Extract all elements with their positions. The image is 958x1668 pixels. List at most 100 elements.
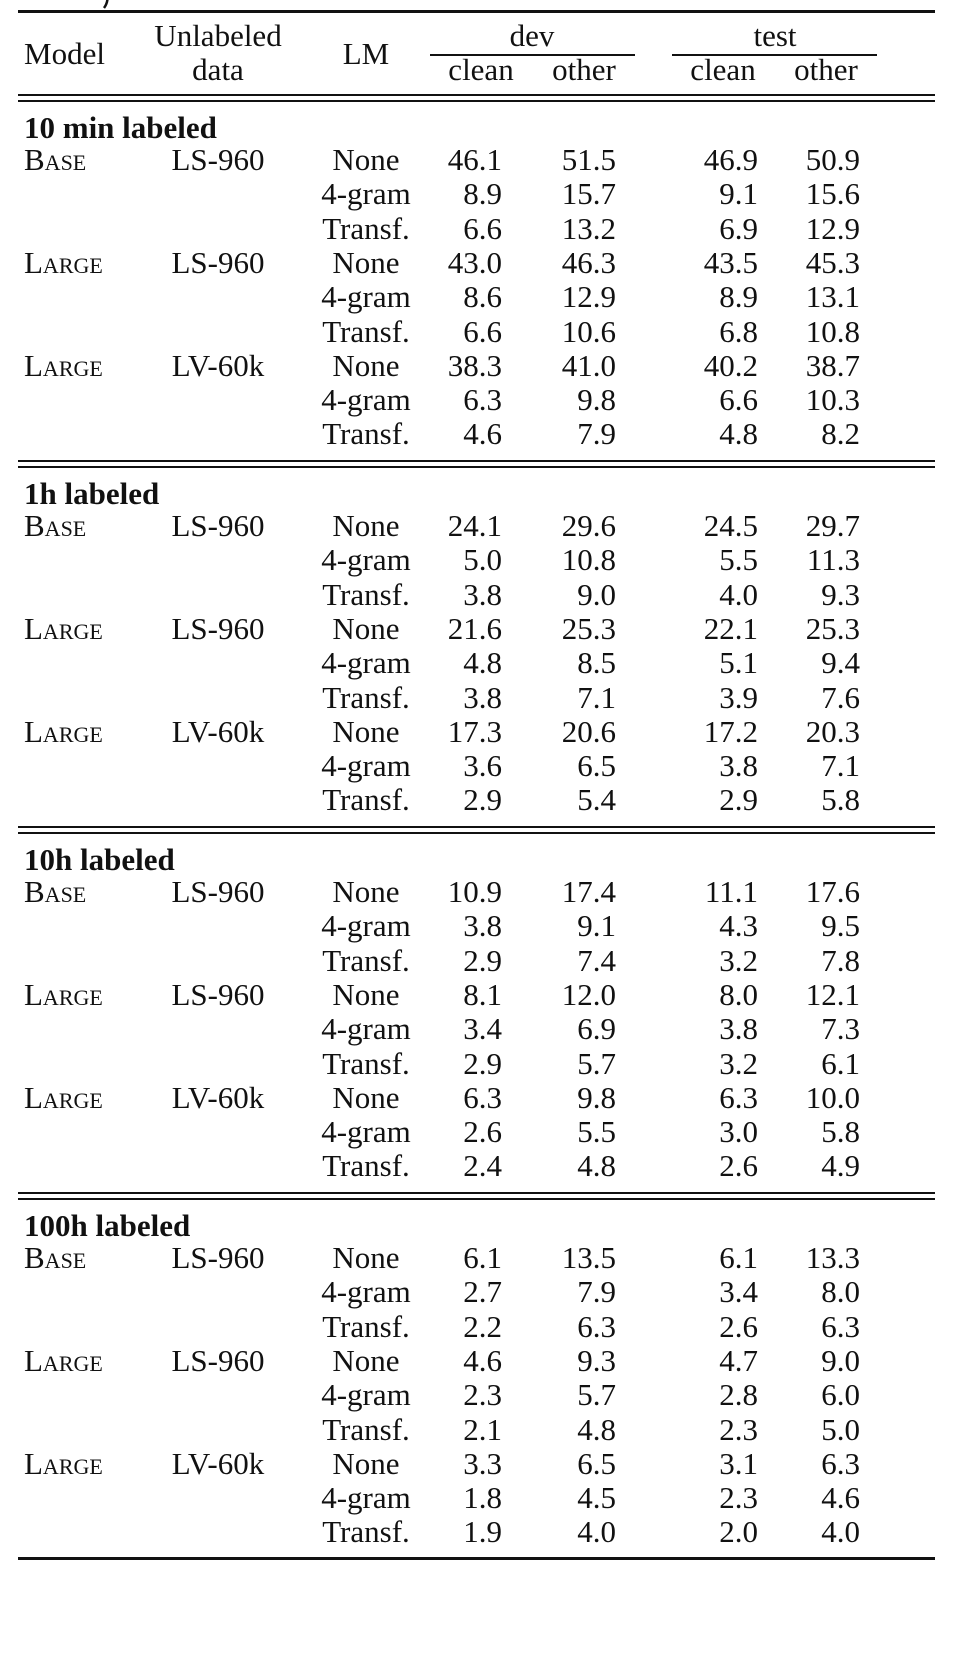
cell-dev-other: 5.5: [577, 1114, 616, 1150]
cell-test-clean: 11.1: [704, 874, 758, 909]
cell-dev-clean: 2.4: [463, 1148, 502, 1184]
test-cmidrule: [672, 54, 877, 56]
cell-dev-clean: 6.3: [463, 382, 502, 418]
cell-test-clean: 40.2: [703, 347, 758, 383]
cell-test-other: 4.6: [821, 1480, 860, 1516]
cell-test-other: 7.6: [821, 679, 860, 715]
cell-lm: None: [332, 1342, 400, 1378]
cell-lm: 4-gram: [321, 1377, 411, 1413]
cell-dev-clean: 4.6: [463, 1342, 502, 1378]
cell-test-other: 10.8: [805, 313, 860, 349]
dev-cmidrule: [430, 54, 635, 56]
section-double-rule-upper: [18, 94, 935, 96]
cell-test-clean: 4.0: [719, 576, 758, 612]
header-dev-clean: clean: [448, 52, 514, 87]
cell-unlabeled-data: LS-960: [171, 244, 265, 280]
cell-test-other: 7.8: [821, 942, 860, 978]
section-title: 1h labeled: [24, 476, 160, 511]
cell-model: Base: [24, 508, 87, 543]
cell-unlabeled-data: LS-960: [171, 610, 265, 646]
cell-dev-other: 12.9: [561, 279, 616, 315]
cell-lm: Transf.: [322, 313, 410, 349]
header-model: Model: [24, 36, 105, 71]
cell-lm: None: [332, 244, 400, 280]
cell-test-other: 20.3: [805, 713, 860, 749]
cell-test-clean: 2.8: [719, 1377, 758, 1413]
header-unlabeled-line2: data: [192, 52, 244, 87]
cell-lm: None: [332, 142, 400, 177]
cell-dev-clean: 2.9: [463, 942, 502, 978]
cell-test-other: 25.3: [805, 610, 860, 646]
cell-test-clean: 3.9: [719, 679, 758, 715]
cell-lm: Transf.: [322, 210, 410, 246]
cell-dev-other: 7.9: [577, 416, 616, 452]
header-unlabeled-line1: Unlabeled: [154, 18, 282, 53]
cell-model: Base: [24, 142, 87, 177]
cell-test-other: 5.8: [821, 782, 860, 818]
cell-test-clean: 8.0: [719, 976, 758, 1012]
cell-lm: 4-gram: [321, 1480, 411, 1516]
cell-dev-other: 9.0: [577, 576, 616, 612]
cell-lm: None: [332, 508, 400, 543]
cell-test-other: 45.3: [805, 244, 860, 280]
cell-test-other: 5.0: [821, 1411, 860, 1447]
cell-lm: 4-gram: [321, 542, 411, 578]
cell-dev-clean: 3.3: [463, 1445, 502, 1481]
section-double-rule-upper: [18, 826, 935, 828]
cell-model: Base: [24, 874, 87, 909]
cell-dev-clean: 2.9: [463, 1045, 502, 1081]
cell-lm: 4-gram: [321, 748, 411, 784]
cell-dev-other: 12.0: [561, 976, 616, 1012]
cell-test-clean: 9.1: [719, 176, 758, 212]
cell-dev-clean: 2.2: [463, 1308, 502, 1344]
cell-dev-clean: 6.6: [463, 210, 502, 246]
cell-model: Base: [24, 1240, 87, 1275]
cell-dev-clean: 8.9: [463, 176, 502, 212]
cell-lm: None: [332, 874, 400, 909]
cell-lm: None: [332, 347, 400, 383]
cell-dev-clean: 43.0: [447, 244, 502, 280]
cell-dev-clean: 46.1: [447, 142, 502, 177]
cell-lm: None: [332, 976, 400, 1012]
cell-test-other: 15.6: [805, 176, 860, 212]
cell-dev-clean: 2.6: [463, 1114, 502, 1150]
cell-test-other: 12.9: [805, 210, 860, 246]
cell-dev-clean: 10.9: [447, 874, 502, 909]
cell-unlabeled-data: LS-960: [171, 142, 265, 177]
cell-model: Large: [24, 347, 103, 383]
cell-dev-other: 9.1: [577, 908, 616, 944]
section-double-rule-lower: [18, 832, 935, 834]
cell-lm: Transf.: [322, 1045, 410, 1081]
cell-test-other: 4.0: [821, 1514, 860, 1550]
cell-unlabeled-data: LV-60k: [171, 1079, 265, 1115]
cell-lm: 4-gram: [321, 908, 411, 944]
section-double-rule-upper: [18, 460, 935, 462]
cell-dev-other: 7.1: [577, 679, 616, 715]
cell-test-other: 50.9: [805, 142, 860, 177]
cell-dev-clean: 17.3: [447, 713, 502, 749]
cell-test-other: 9.3: [821, 576, 860, 612]
cell-lm: Transf.: [322, 782, 410, 818]
cell-test-other: 6.0: [821, 1377, 860, 1413]
cell-test-other: 6.1: [821, 1045, 860, 1081]
cell-model: Large: [24, 713, 103, 749]
cell-dev-other: 13.5: [561, 1240, 616, 1275]
cell-test-clean: 3.0: [719, 1114, 758, 1150]
cell-test-other: 10.0: [805, 1079, 860, 1115]
cell-lm: Transf.: [322, 576, 410, 612]
section-title: 10 min labeled: [24, 110, 217, 145]
clipped-caption-fragment: [66, 0, 126, 12]
cell-test-other: 13.1: [805, 279, 860, 315]
cell-model: Large: [24, 244, 103, 280]
cell-test-other: 8.0: [821, 1274, 860, 1310]
cell-test-other: 10.3: [805, 382, 860, 418]
cell-dev-other: 5.7: [577, 1045, 616, 1081]
cell-dev-other: 17.4: [561, 874, 616, 909]
cell-test-clean: 43.5: [703, 244, 758, 280]
section-double-rule-lower: [18, 1198, 935, 1200]
cell-test-other: 5.8: [821, 1114, 860, 1150]
cell-dev-clean: 6.3: [463, 1079, 502, 1115]
cell-lm: Transf.: [322, 942, 410, 978]
cell-lm: None: [332, 1240, 400, 1275]
cell-test-clean: 4.3: [719, 908, 758, 944]
